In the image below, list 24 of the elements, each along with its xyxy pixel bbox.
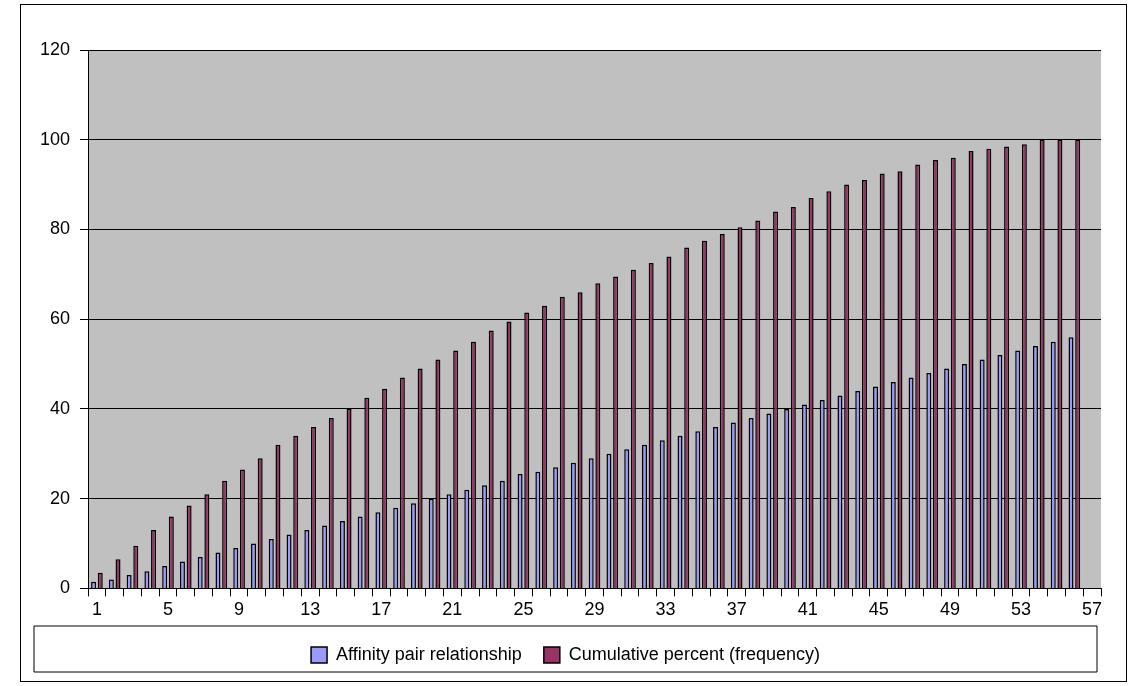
y-tick-label: 80	[50, 218, 71, 239]
x-tick-label: 13	[300, 599, 321, 620]
x-tick-label: 57	[1082, 599, 1103, 620]
x-tick-label: 37	[726, 599, 747, 620]
y-tick-label: 40	[50, 397, 71, 418]
y-tick-label: 60	[50, 308, 71, 329]
y-tick-label: 120	[39, 38, 71, 59]
x-tick-label: 9	[234, 599, 245, 620]
y-tick-label: 20	[50, 487, 71, 508]
x-tick-label: 21	[442, 599, 463, 620]
x-tick-label: 1	[91, 599, 102, 620]
x-tick-label: 41	[797, 599, 818, 620]
x-tick-label: 53	[1011, 599, 1032, 620]
x-tick-label: 29	[584, 599, 605, 620]
y-tick-label: 100	[39, 128, 71, 149]
legend-label: Affinity pair relationship	[336, 643, 522, 664]
x-tick-label: 17	[371, 599, 392, 620]
x-tick-label: 49	[939, 599, 960, 620]
y-tick-label: 0	[60, 577, 71, 598]
x-tick-label: 33	[655, 599, 676, 620]
x-tick-label: 45	[868, 599, 889, 620]
x-tick-label: 25	[513, 599, 534, 620]
x-tick-label: 5	[163, 599, 174, 620]
legend-label: Cumulative percent (frequency)	[568, 643, 820, 664]
